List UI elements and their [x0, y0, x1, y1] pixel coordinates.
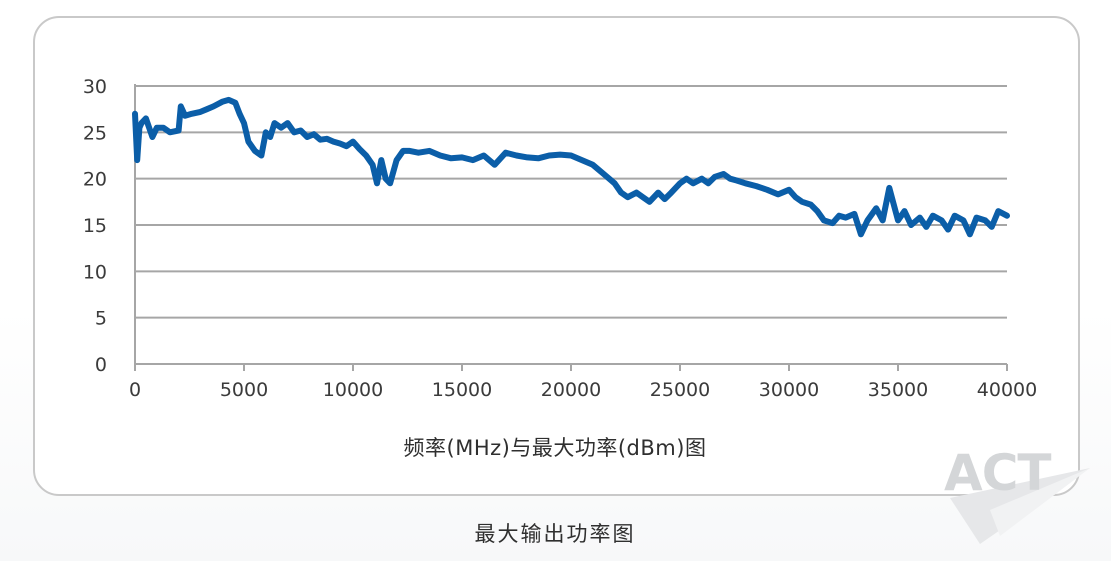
- y-tick-label-20: 20: [83, 169, 107, 191]
- x-axis-title: 频率(MHz)与最大功率(dBm)图: [403, 436, 707, 460]
- logo-swoosh-icon: [950, 468, 1090, 544]
- y-tick-label-10: 10: [83, 261, 107, 283]
- x-tick-label-30000: 30000: [759, 379, 819, 401]
- chart-frame: [33, 16, 1080, 496]
- x-tick-label-40000: 40000: [977, 379, 1037, 401]
- y-tick-label-25: 25: [83, 122, 107, 144]
- series-line-0: [132, 96, 1010, 238]
- x-tick-label-0: 0: [129, 379, 141, 401]
- logo-text: ACT: [944, 444, 1051, 502]
- y-tick-label-5: 5: [95, 308, 107, 330]
- y-tick-label-30: 30: [83, 76, 107, 98]
- x-tick-label-5000: 5000: [220, 379, 268, 401]
- y-tick-label-15: 15: [83, 215, 107, 237]
- x-tick-label-25000: 25000: [650, 379, 710, 401]
- x-tick-label-35000: 35000: [868, 379, 928, 401]
- x-tick-label-10000: 10000: [323, 379, 383, 401]
- x-tick-label-20000: 20000: [541, 379, 601, 401]
- y-tick-label-0: 0: [95, 354, 107, 376]
- act-logo: ACT: [930, 440, 1100, 550]
- figure-caption: 最大输出功率图: [474, 522, 636, 546]
- x-tick-label-15000: 15000: [432, 379, 492, 401]
